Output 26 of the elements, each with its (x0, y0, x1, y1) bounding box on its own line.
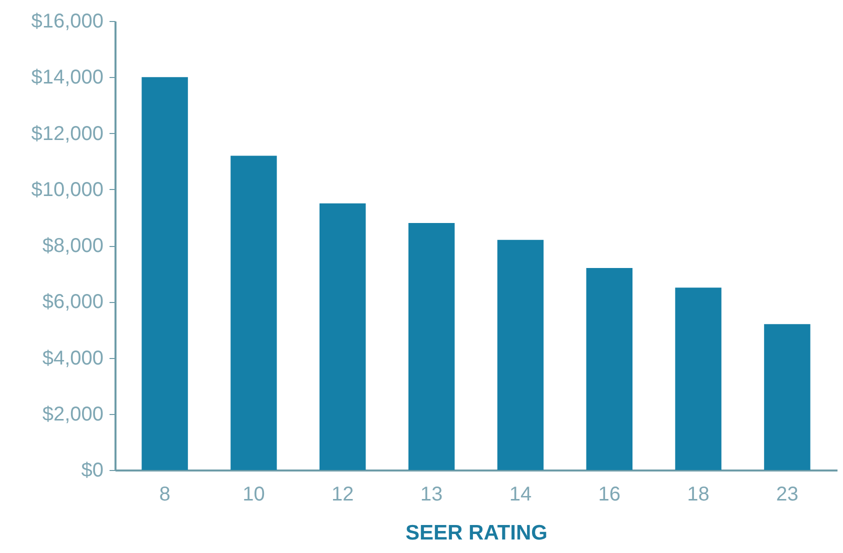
y-tick-label: $6,000 (42, 291, 104, 314)
y-tick-label: $14,000 (31, 66, 104, 89)
y-tick-label: $16,000 (31, 10, 104, 32)
x-tick-label: 10 (242, 484, 265, 506)
bar (675, 288, 722, 470)
x-tick-label: 23 (776, 484, 798, 506)
x-tick-label: 18 (687, 484, 710, 506)
bar (320, 203, 366, 470)
bar (497, 240, 544, 470)
x-tick-label: 12 (332, 484, 354, 506)
y-tick-label: $10,000 (31, 178, 104, 201)
x-tick-label: 8 (159, 484, 170, 506)
x-axis-title: SEER RATING (406, 522, 548, 544)
bar (142, 77, 188, 470)
bar (764, 324, 810, 470)
bar (230, 156, 277, 470)
x-tick-label: 14 (509, 484, 532, 506)
bar (408, 223, 455, 470)
x-tick-label: 16 (598, 484, 620, 506)
y-tick-label: $2,000 (42, 403, 104, 426)
y-tick-label: $8,000 (42, 235, 104, 257)
y-tick-label: $0 (81, 460, 104, 482)
y-tick-label: $4,000 (42, 347, 104, 370)
y-tick-label: $12,000 (31, 122, 104, 145)
bar (586, 268, 632, 470)
x-tick-label: 13 (420, 484, 443, 506)
